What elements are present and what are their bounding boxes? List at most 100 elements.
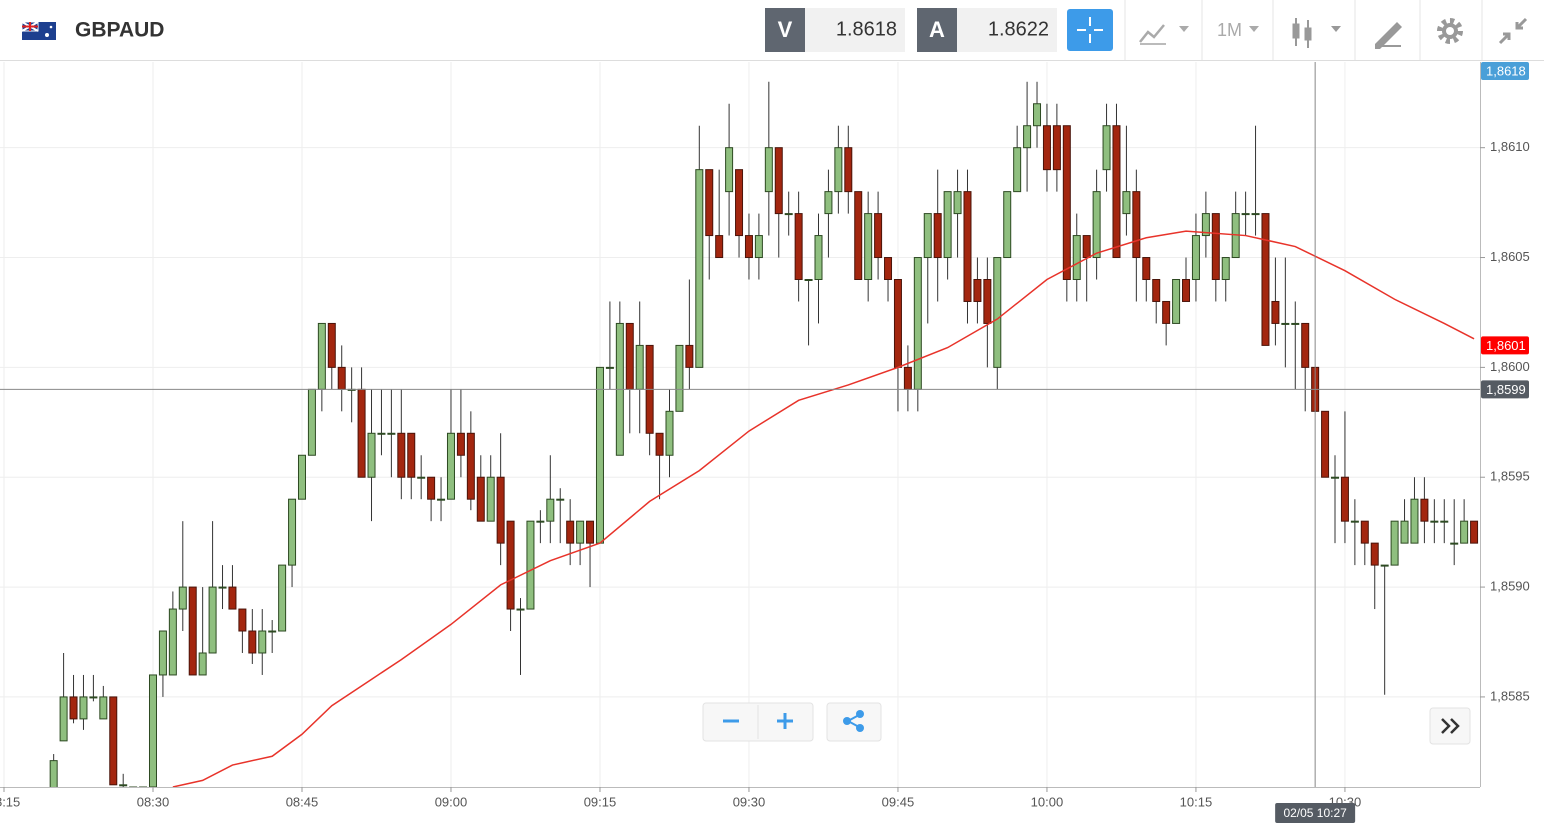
candle-body	[387, 432, 396, 435]
candle-body	[655, 432, 664, 456]
candle-body	[834, 147, 843, 193]
timeframe: 1M	[1217, 20, 1242, 40]
candle-body	[1450, 542, 1459, 545]
candle-body	[1112, 125, 1121, 259]
candle-body	[1023, 125, 1032, 149]
candle-body	[148, 674, 157, 787]
chart-type-button[interactable]	[1139, 24, 1189, 45]
candle-body	[854, 191, 863, 280]
price-tag-label: 1,8601	[1486, 338, 1526, 353]
x-tick-label: 09:15	[584, 794, 617, 809]
timeframe-button[interactable]: 1M	[1217, 20, 1259, 40]
candle-body	[1340, 476, 1349, 522]
candle-body	[99, 696, 108, 720]
candle-body	[923, 213, 932, 259]
candle-body	[69, 696, 78, 720]
candle-body	[586, 520, 595, 544]
candle-body	[327, 322, 336, 368]
candle-body	[178, 586, 187, 610]
y-tick-label: 1,8600	[1490, 359, 1530, 374]
candle-body	[943, 191, 952, 259]
candle-body	[814, 235, 823, 280]
candle-body	[168, 608, 177, 676]
candle-body	[258, 630, 267, 654]
bid-value: 1.8618	[836, 18, 897, 40]
draw-button[interactable]	[1375, 22, 1402, 49]
candle-body	[1092, 191, 1101, 259]
candle-body	[864, 213, 873, 280]
candle-body	[576, 520, 585, 544]
candle-body	[595, 366, 604, 544]
candle-body	[1281, 322, 1290, 325]
candle-body	[1132, 191, 1141, 259]
candle-body	[784, 213, 793, 216]
candle-body	[884, 257, 893, 280]
candle-body	[317, 322, 326, 390]
candle-body	[89, 696, 98, 699]
y-tick-label: 1,8605	[1490, 249, 1530, 264]
candle-body	[1460, 520, 1469, 544]
candle-body	[307, 388, 316, 456]
x-tick-label: 09:45	[882, 794, 915, 809]
zoom-in-button[interactable]	[777, 713, 793, 729]
share-button[interactable]	[826, 702, 882, 742]
candle-body	[1291, 322, 1300, 325]
candle-body	[427, 476, 436, 500]
candle-body	[635, 344, 644, 390]
candle-body	[1251, 213, 1260, 216]
crosshair-x-label: 02/05 10:27	[1283, 806, 1347, 820]
y-tick-label: 1,8590	[1490, 579, 1530, 594]
candle-body	[506, 520, 515, 610]
candle-body	[1182, 279, 1191, 302]
candle-body	[407, 432, 416, 478]
candle-body	[546, 498, 555, 522]
axes: 1,8585 1,8590 1,8595 1,8600 1,8605 1,8610 08:1…	[0, 62, 1530, 823]
candle-body	[208, 586, 217, 654]
candle-body	[367, 432, 376, 478]
candle-body	[715, 235, 724, 259]
crosshair-y-label: 1,8599	[1486, 382, 1526, 397]
candle-body	[486, 476, 495, 522]
symbol: GBPAUD	[75, 19, 164, 42]
price-tag	[1481, 336, 1529, 355]
y-tick-label: 1,8585	[1490, 688, 1530, 703]
candle-body	[566, 520, 575, 544]
candle-body	[953, 191, 962, 215]
candle-body	[1380, 564, 1389, 567]
collapse-button[interactable]	[1498, 17, 1528, 45]
moving-average-line	[172, 230, 1475, 787]
candle-body	[1162, 300, 1171, 324]
candle-body	[1201, 213, 1210, 237]
settings-button[interactable]	[1437, 18, 1463, 44]
candle-body	[983, 279, 992, 324]
candle-body	[466, 432, 475, 500]
candle-body	[218, 586, 227, 589]
bid-box[interactable]: V 1.8618	[765, 8, 905, 52]
ask-box[interactable]: A 1.8622	[917, 8, 1057, 52]
x-tick-label: 08:45	[286, 794, 319, 809]
y-tick-label: 1,8595	[1490, 469, 1530, 484]
candle-body	[1410, 498, 1419, 544]
price-tag	[1481, 62, 1529, 80]
candle-body	[993, 257, 1002, 368]
scroll-right-button[interactable]	[1429, 707, 1471, 745]
indicators-button[interactable]	[1292, 18, 1341, 48]
candle-body	[1301, 322, 1310, 368]
candle-body	[1033, 103, 1042, 127]
crosshair-button[interactable]	[1067, 9, 1113, 51]
candle-body	[1440, 520, 1449, 523]
candle-body	[705, 169, 714, 237]
candle-body	[1420, 498, 1429, 522]
x-tick-label: 08:30	[137, 794, 170, 809]
candle-body	[973, 279, 982, 302]
x-tick-label: 10:00	[1031, 794, 1064, 809]
bid-label: V	[778, 17, 793, 42]
candle-body	[377, 432, 386, 435]
candle-body	[1241, 213, 1250, 216]
candle-body	[198, 652, 207, 676]
candle-body	[1470, 520, 1479, 544]
ask-label: A	[929, 17, 945, 42]
ask-value: 1.8622	[988, 18, 1049, 40]
candle-body	[913, 257, 922, 390]
